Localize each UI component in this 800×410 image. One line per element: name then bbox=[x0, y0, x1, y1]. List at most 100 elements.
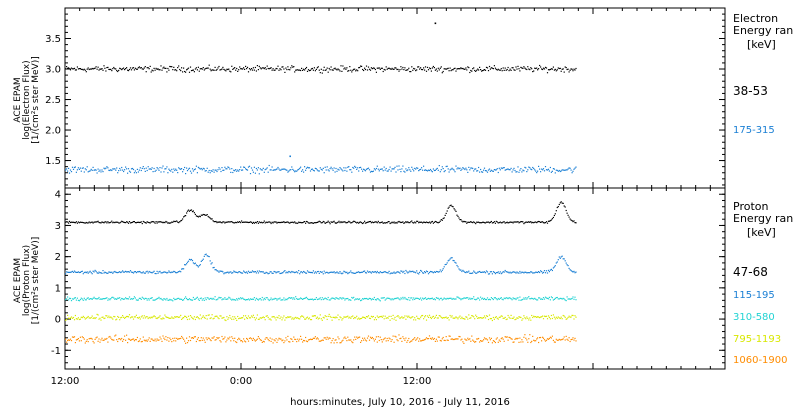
electron-point bbox=[376, 165, 378, 167]
proton-series-115-195 bbox=[65, 253, 577, 275]
proton-point bbox=[330, 271, 332, 273]
proton-point bbox=[199, 216, 201, 218]
proton-point bbox=[306, 341, 309, 343]
electron-point bbox=[562, 68, 564, 70]
proton-point bbox=[311, 315, 313, 317]
proton-point bbox=[307, 298, 310, 301]
proton-point bbox=[134, 339, 136, 341]
electron-point bbox=[485, 66, 488, 68]
proton-point bbox=[238, 297, 240, 299]
proton-point bbox=[518, 222, 520, 224]
proton-point bbox=[365, 222, 368, 224]
proton-point bbox=[400, 221, 402, 224]
electron-point bbox=[297, 69, 299, 71]
proton-point bbox=[287, 298, 289, 300]
proton-point bbox=[85, 272, 87, 274]
electron-point bbox=[127, 168, 130, 170]
proton-point bbox=[458, 297, 460, 299]
electron-point bbox=[286, 69, 288, 71]
electron-point bbox=[284, 71, 286, 73]
electron-point bbox=[378, 67, 380, 69]
proton-point bbox=[135, 339, 137, 341]
proton-point bbox=[438, 336, 440, 338]
proton-point bbox=[289, 341, 291, 343]
proton-point bbox=[369, 220, 372, 223]
proton-point bbox=[542, 221, 544, 223]
electron-point bbox=[236, 67, 238, 70]
proton-point bbox=[391, 298, 393, 300]
electron-point bbox=[356, 69, 358, 71]
proton-point bbox=[114, 335, 116, 337]
proton-point bbox=[341, 221, 343, 224]
proton-point bbox=[442, 336, 444, 339]
proton-point bbox=[318, 272, 320, 274]
proton-point bbox=[131, 338, 134, 340]
electron-point bbox=[358, 170, 360, 172]
proton-point bbox=[92, 222, 94, 224]
electron-point bbox=[169, 169, 171, 171]
proton-point bbox=[296, 298, 298, 300]
electron-point bbox=[394, 67, 396, 69]
proton-point bbox=[494, 273, 496, 275]
electron-point bbox=[114, 168, 116, 170]
proton-point bbox=[317, 338, 319, 340]
electron-point bbox=[514, 69, 516, 71]
proton-point bbox=[65, 221, 67, 223]
proton-point bbox=[496, 272, 498, 274]
electron-point bbox=[491, 170, 493, 172]
proton-point bbox=[371, 316, 373, 318]
proton-point bbox=[570, 269, 572, 272]
proton-point bbox=[199, 264, 201, 266]
proton-point bbox=[478, 337, 480, 340]
proton-point bbox=[342, 297, 344, 299]
proton-point bbox=[427, 297, 430, 299]
proton-point bbox=[395, 272, 397, 274]
electron-point bbox=[360, 65, 362, 67]
proton-point bbox=[71, 298, 74, 300]
proton-point bbox=[253, 271, 255, 273]
proton-point bbox=[378, 222, 380, 224]
electron-point bbox=[85, 71, 87, 73]
proton-point bbox=[105, 272, 107, 274]
proton-point bbox=[96, 272, 98, 274]
proton-point bbox=[518, 316, 520, 318]
proton-point bbox=[101, 221, 103, 223]
proton-point bbox=[363, 339, 365, 341]
proton-point bbox=[504, 269, 506, 272]
proton-point bbox=[488, 337, 491, 339]
proton-point bbox=[231, 221, 233, 223]
proton-point bbox=[350, 339, 352, 341]
electron-point bbox=[94, 169, 96, 171]
electron-point bbox=[73, 67, 76, 69]
proton-point bbox=[108, 271, 110, 273]
proton-point bbox=[326, 271, 328, 273]
proton-point bbox=[88, 221, 90, 223]
proton-point bbox=[189, 259, 192, 261]
proton-point bbox=[362, 337, 364, 339]
proton-point bbox=[142, 220, 144, 223]
electron-point bbox=[441, 72, 443, 74]
proton-point bbox=[527, 272, 529, 274]
proton-point bbox=[186, 316, 188, 319]
proton-point bbox=[93, 342, 95, 344]
proton-point bbox=[81, 317, 83, 319]
proton-point bbox=[68, 297, 71, 299]
electron-point bbox=[315, 168, 317, 170]
electron-point bbox=[501, 70, 503, 72]
proton-point bbox=[350, 299, 352, 301]
proton-point bbox=[571, 338, 573, 340]
proton-point bbox=[367, 335, 370, 337]
electron-point bbox=[524, 166, 526, 168]
proton-point bbox=[565, 262, 567, 264]
electron-series-38-53 bbox=[65, 22, 577, 74]
proton-point bbox=[420, 269, 422, 272]
proton-point bbox=[477, 297, 479, 299]
electron-point bbox=[370, 67, 372, 69]
proton-point bbox=[404, 272, 406, 275]
proton-point bbox=[247, 315, 250, 317]
electron-point bbox=[188, 71, 191, 73]
electron-point bbox=[81, 68, 83, 70]
proton-point bbox=[257, 336, 259, 338]
proton-point bbox=[168, 222, 170, 224]
proton-point bbox=[297, 272, 299, 274]
